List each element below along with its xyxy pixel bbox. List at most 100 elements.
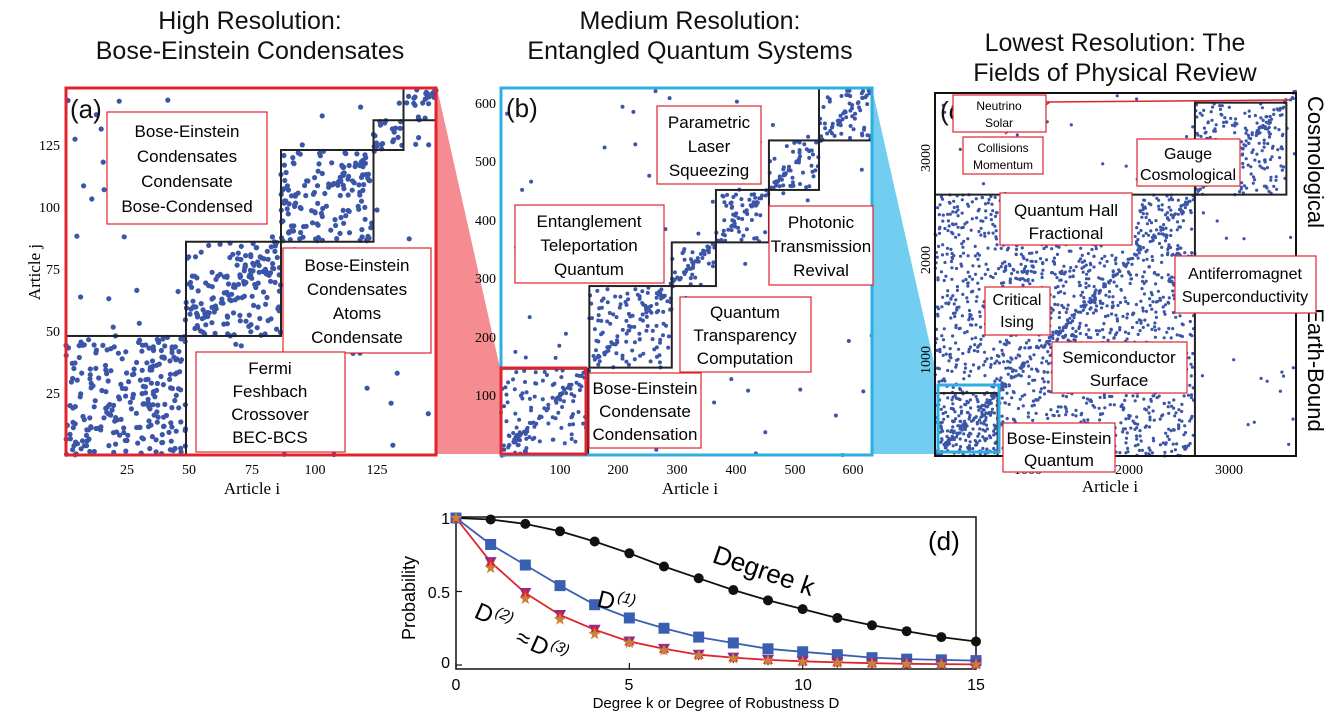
pa-point-484 bbox=[320, 205, 326, 212]
pa-point-538 bbox=[404, 100, 410, 106]
pc-point-358 bbox=[1087, 277, 1091, 281]
pc-point-1946 bbox=[1277, 128, 1281, 132]
pc-point-279 bbox=[971, 264, 975, 268]
pc-point-430 bbox=[970, 277, 975, 281]
pc-point-1489 bbox=[1148, 415, 1152, 419]
pb-point-556 bbox=[633, 142, 638, 147]
pc-point-195 bbox=[1127, 416, 1131, 420]
pa-point-630 bbox=[388, 400, 394, 406]
pb-point-170 bbox=[596, 313, 601, 318]
pc-point-495 bbox=[1167, 198, 1171, 202]
pb-point-494 bbox=[682, 272, 687, 276]
pb-point-197 bbox=[656, 308, 661, 313]
panel-d-marker-1-8 bbox=[727, 637, 739, 649]
pa-point-280 bbox=[238, 243, 244, 249]
pc-point-1398 bbox=[1162, 336, 1166, 340]
pb-point-318 bbox=[821, 105, 826, 109]
pc-point-1430 bbox=[1147, 265, 1151, 269]
pc-point-2266 bbox=[1258, 164, 1262, 168]
pb-point-473 bbox=[794, 159, 799, 164]
pa-point-433 bbox=[353, 160, 359, 166]
pc-point-1901 bbox=[1209, 110, 1213, 114]
pc-point-952 bbox=[1038, 257, 1043, 261]
pc-point-1143 bbox=[1098, 395, 1102, 399]
pc-point-2049 bbox=[1244, 144, 1248, 148]
pc-point-621 bbox=[994, 211, 999, 215]
pb-point-521 bbox=[644, 306, 648, 311]
pb-point-443 bbox=[529, 421, 534, 426]
pc-point-1628 bbox=[981, 334, 986, 338]
pc-point-1886 bbox=[1260, 149, 1264, 153]
panel-a-xtick-50: 50 bbox=[182, 463, 196, 478]
pa-point-331 bbox=[198, 249, 204, 255]
pc-point-1194 bbox=[995, 354, 1000, 358]
pc-point-2238 bbox=[1278, 389, 1282, 393]
pc-point-1217 bbox=[1018, 354, 1022, 358]
pc-point-2322 bbox=[987, 197, 991, 202]
pc-point-2178 bbox=[962, 425, 966, 430]
pc-point-1547 bbox=[943, 226, 947, 231]
pc-point-1145 bbox=[1160, 276, 1164, 280]
pa-point-576 bbox=[116, 396, 123, 402]
pc-point-311 bbox=[1009, 356, 1013, 360]
pa-point-401 bbox=[281, 152, 287, 159]
pb-point-409 bbox=[654, 302, 659, 306]
pb-point-391 bbox=[534, 421, 539, 426]
panel-d-marker-0-13 bbox=[901, 626, 912, 637]
pa-point-584 bbox=[422, 96, 428, 102]
pb-point-488 bbox=[615, 334, 620, 339]
panel-c-side-earth-bound: Earth-Bound bbox=[1303, 308, 1328, 432]
pc-point-1616 bbox=[1162, 233, 1166, 237]
pc-point-207 bbox=[1041, 268, 1045, 272]
pc-point-308 bbox=[949, 259, 954, 264]
pc-point-1313 bbox=[994, 229, 998, 233]
pc-point-1716 bbox=[1069, 266, 1073, 270]
pa-point-688 bbox=[393, 125, 399, 131]
panel-a-ytick-25: 25 bbox=[46, 387, 60, 402]
pc-point-526 bbox=[976, 281, 980, 285]
pc-point-1190 bbox=[1190, 251, 1194, 255]
pb-point-189 bbox=[614, 351, 619, 356]
pc-point-1783 bbox=[1257, 160, 1261, 164]
pc-point-1923 bbox=[1274, 175, 1278, 179]
pb-point-269 bbox=[737, 229, 741, 234]
pc-point-2101 bbox=[957, 431, 961, 435]
pc-point-2172 bbox=[1137, 251, 1141, 255]
pc-point-1591 bbox=[1093, 301, 1097, 305]
pc-point-126 bbox=[1183, 206, 1187, 210]
pc-point-599 bbox=[998, 378, 1002, 382]
pc-point-1500 bbox=[983, 374, 987, 378]
pb-point-614 bbox=[805, 198, 810, 203]
pa-point-318 bbox=[274, 326, 280, 332]
pc-point-927 bbox=[941, 243, 945, 247]
pc-point-2153 bbox=[946, 443, 950, 447]
pb-point-545 bbox=[675, 275, 680, 280]
pb-point-132 bbox=[654, 323, 659, 328]
pb-point-85 bbox=[520, 391, 525, 396]
pc-point-2325 bbox=[1019, 374, 1023, 378]
pc-point-1055 bbox=[989, 410, 994, 414]
pa-point-437 bbox=[313, 236, 319, 242]
pb-point-317 bbox=[832, 133, 837, 138]
pc-point-1113 bbox=[970, 317, 975, 321]
pa-point-188 bbox=[178, 445, 184, 451]
pb-point-482 bbox=[757, 196, 762, 201]
pc-point-1349 bbox=[1060, 303, 1064, 308]
pa-point-165 bbox=[160, 382, 166, 388]
pc-point-1602 bbox=[1130, 325, 1135, 330]
pc-point-1502 bbox=[962, 239, 966, 243]
pc-point-425 bbox=[976, 252, 980, 256]
pb-point-18 bbox=[532, 394, 537, 399]
pb-point-156 bbox=[596, 318, 601, 323]
pc-point-1583 bbox=[989, 365, 993, 369]
pc-point-86 bbox=[946, 414, 950, 418]
pc-point-1483 bbox=[1121, 406, 1125, 410]
pa-point-459 bbox=[358, 198, 365, 204]
pb-point-78 bbox=[525, 425, 530, 430]
pc-point-83 bbox=[964, 438, 968, 442]
pa-point-135 bbox=[143, 377, 149, 383]
pa-point-46 bbox=[118, 381, 124, 387]
pc-point-1913 bbox=[1268, 132, 1272, 136]
pc-point-735 bbox=[1157, 198, 1161, 202]
pc-point-925 bbox=[966, 281, 970, 285]
